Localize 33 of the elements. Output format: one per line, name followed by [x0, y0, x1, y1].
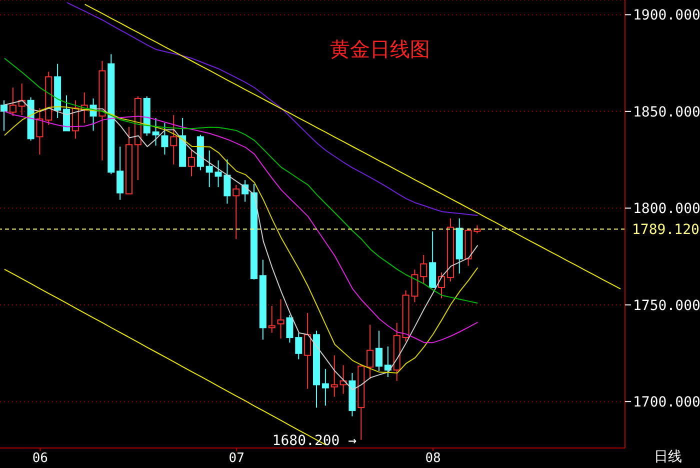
y-tick-label: 1750.000 — [633, 298, 700, 314]
candlestick — [259, 259, 266, 340]
candlestick — [98, 60, 106, 161]
candlestick — [152, 117, 160, 146]
text: 日线 — [654, 448, 682, 466]
candlestick — [268, 306, 276, 334]
candlestick — [304, 312, 312, 390]
candlestick — [170, 114, 178, 165]
candlestick — [116, 146, 124, 200]
candlestick — [376, 330, 382, 372]
y-tick-label: 1700.000 — [633, 394, 700, 411]
line-series — [4, 58, 478, 304]
x-tick-label: 08 — [425, 451, 441, 466]
y-tick-label: 1900.000 — [633, 8, 700, 24]
x-tick-label: 07 — [228, 451, 244, 466]
text: 黄金日线图 — [330, 36, 430, 63]
candlestick — [161, 122, 168, 156]
x-tick-label: 06 — [32, 451, 48, 466]
ref-line-label: 1789.120 — [632, 222, 700, 238]
line-series — [66, 2, 478, 216]
candlestick — [36, 108, 44, 156]
candlestick — [393, 322, 400, 382]
candlestick — [206, 150, 213, 188]
line-series — [84, 4, 622, 290]
candlestick — [348, 372, 356, 417]
candlestick — [322, 368, 329, 406]
y-tick-label: 1850.000 — [633, 104, 700, 120]
candlestick — [330, 354, 338, 398]
y-tick-label: 1800.000 — [633, 201, 700, 218]
candlestick — [456, 218, 463, 274]
candlestick — [277, 298, 284, 340]
candlestick — [446, 218, 454, 282]
candlestick — [366, 324, 374, 380]
